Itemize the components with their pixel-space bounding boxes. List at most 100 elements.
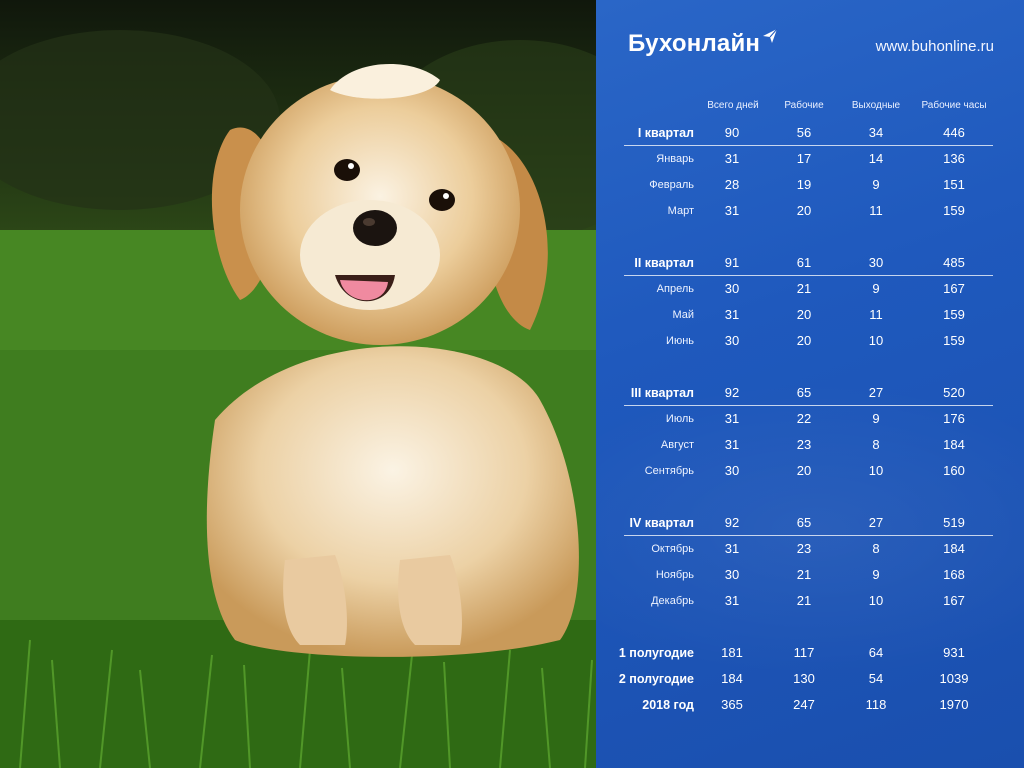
divider [624, 405, 993, 406]
row-label: II квартал [634, 256, 694, 270]
cell-total-days: 31 [724, 151, 740, 166]
row-label: Июнь [666, 335, 694, 347]
cell-days-off: 118 [865, 697, 887, 712]
cell-total-days: 30 [724, 463, 740, 478]
row-label: I квартал [637, 126, 694, 140]
cell-working-days: 117 [793, 645, 815, 660]
divider [624, 275, 993, 276]
cell-total-days: 92 [724, 385, 740, 400]
column-header-days-off: Выходные [851, 100, 901, 111]
row-label: Ноябрь [655, 569, 694, 581]
cell-days-off: 10 [868, 593, 884, 608]
cell-working-days: 17 [796, 151, 812, 166]
cell-working-hours: 446 [943, 125, 965, 140]
table-row-month: Январь 31 17 14 136 [596, 149, 1024, 169]
cell-working-hours: 159 [943, 203, 965, 218]
cell-days-off: 8 [872, 437, 880, 452]
cell-days-off: 34 [868, 125, 884, 140]
brand-logo[interactable]: Бухонлайн [628, 28, 778, 58]
cell-days-off: 30 [868, 255, 884, 270]
cell-days-off: 9 [872, 177, 880, 192]
table-row-month: Май 31 20 11 159 [596, 305, 1024, 325]
table-row-month: Октябрь 31 23 8 184 [596, 539, 1024, 559]
row-label: Май [672, 309, 694, 321]
table-row-quarter: I квартал 90 56 34 446 [596, 123, 1024, 143]
row-label: Февраль [649, 179, 694, 191]
row-label: Октябрь [651, 543, 694, 555]
cell-working-hours: 184 [943, 437, 965, 452]
divider [624, 535, 993, 536]
cell-days-off: 11 [869, 203, 883, 218]
row-label: 1 полугодие [618, 646, 694, 660]
cell-days-off: 54 [868, 671, 884, 686]
table-row-month: Июнь 30 20 10 159 [596, 331, 1024, 351]
cell-working-days: 20 [796, 203, 812, 218]
cell-working-days: 20 [796, 333, 812, 348]
cell-total-days: 31 [724, 541, 740, 556]
cell-total-days: 181 [721, 645, 743, 660]
column-header-working-hours: Рабочие часы [921, 100, 987, 111]
cell-working-hours: 167 [943, 593, 965, 608]
calendar-panel: Бухонлайн www.buhonline.ru Всего дней Ра… [596, 0, 1024, 768]
cell-working-hours: 931 [943, 645, 965, 660]
paper-plane-icon [763, 28, 778, 43]
cell-working-hours: 184 [943, 541, 965, 556]
row-label: Сентябрь [644, 465, 694, 477]
cell-working-days: 21 [796, 567, 812, 582]
table-row-half-year: 1 полугодие 181 117 64 931 [596, 643, 1024, 663]
cell-days-off: 10 [868, 463, 884, 478]
table-row-quarter: III квартал 92 65 27 520 [596, 383, 1024, 403]
cell-working-days: 21 [796, 281, 812, 296]
row-label: Апрель [656, 283, 694, 295]
row-label: Август [660, 439, 694, 451]
cell-working-hours: 160 [943, 463, 965, 478]
cell-total-days: 31 [724, 203, 740, 218]
row-label: III квартал [630, 386, 694, 400]
cell-working-hours: 1970 [939, 697, 969, 712]
row-label: IV квартал [629, 516, 695, 530]
cell-working-hours: 176 [943, 411, 965, 426]
cell-days-off: 14 [868, 151, 884, 166]
cell-working-hours: 168 [943, 567, 965, 582]
cell-days-off: 9 [872, 567, 880, 582]
cell-total-days: 30 [724, 281, 740, 296]
cell-days-off: 27 [868, 385, 884, 400]
table-row-half-year: 2 полугодие 184 130 54 1039 [596, 669, 1024, 689]
cell-working-days: 56 [796, 125, 812, 140]
cell-total-days: 91 [724, 255, 740, 270]
cell-total-days: 184 [721, 671, 743, 686]
puppy-illustration [0, 0, 596, 768]
cell-working-days: 20 [796, 307, 812, 322]
cell-working-days: 19 [796, 177, 812, 192]
cell-working-days: 22 [796, 411, 812, 426]
table-row-month: Ноябрь 30 21 9 168 [596, 565, 1024, 585]
cell-working-days: 23 [796, 541, 812, 556]
cell-working-days: 130 [793, 671, 815, 686]
column-header-working-days: Рабочие [784, 100, 824, 111]
cell-days-off: 9 [872, 411, 880, 426]
cell-total-days: 30 [724, 567, 740, 582]
row-label: 2018 год [642, 698, 694, 712]
cell-days-off: 10 [868, 333, 884, 348]
table-row-month: Февраль 28 19 9 151 [596, 175, 1024, 195]
table-row-quarter: IV квартал 92 65 27 519 [596, 513, 1024, 533]
cell-working-hours: 136 [943, 151, 965, 166]
cell-working-days: 65 [796, 385, 812, 400]
row-label: Март [667, 205, 694, 217]
website-link[interactable]: www.buhonline.ru [875, 38, 994, 55]
cell-days-off: 64 [868, 645, 884, 660]
row-label: Июль [665, 413, 694, 425]
cell-total-days: 365 [721, 697, 743, 712]
cell-total-days: 31 [724, 593, 740, 608]
table-row-month: Июль 31 22 9 176 [596, 409, 1024, 429]
row-label: Декабрь [651, 595, 694, 607]
column-header-total-days: Всего дней [707, 100, 759, 111]
cell-working-hours: 167 [943, 281, 965, 296]
cell-days-off: 11 [869, 307, 883, 322]
cell-working-days: 21 [796, 593, 812, 608]
cell-working-days: 61 [796, 255, 812, 270]
divider [624, 145, 993, 146]
table-row-year-total: 2018 год 365 247 118 1970 [596, 695, 1024, 715]
cell-working-hours: 519 [943, 515, 965, 530]
cell-total-days: 92 [724, 515, 740, 530]
